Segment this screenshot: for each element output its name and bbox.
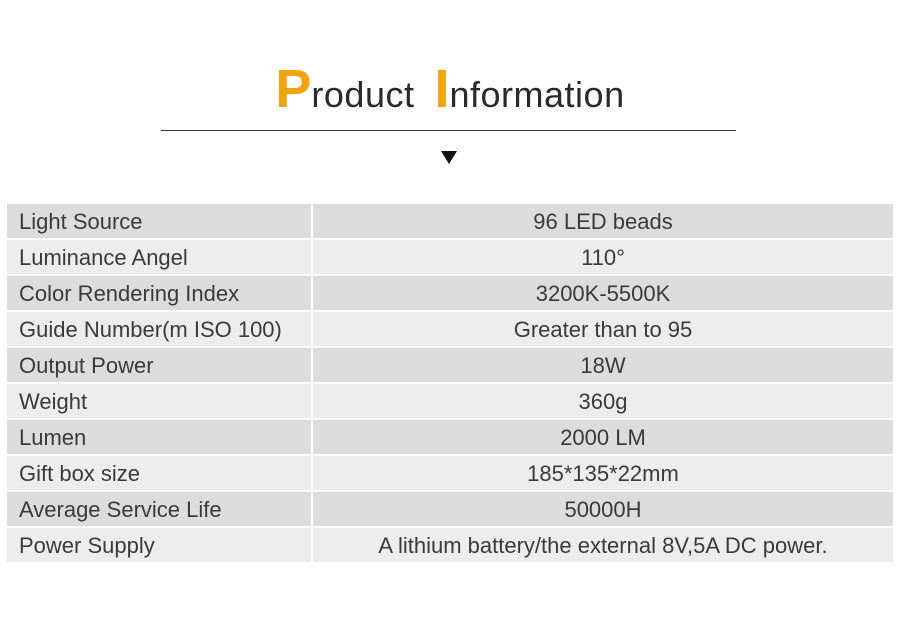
spec-label: Gift box size xyxy=(7,456,313,492)
spec-label: Average Service Life xyxy=(7,492,313,528)
title-initial-i: I xyxy=(434,59,450,119)
table-row: Output Power 18W xyxy=(7,348,893,384)
spec-label: Lumen xyxy=(7,420,313,456)
spec-label: Light Source xyxy=(7,204,313,240)
table-row: Average Service Life 50000H xyxy=(7,492,893,528)
table-row: Light Source 96 LED beads xyxy=(7,204,893,240)
title-divider xyxy=(161,130,736,131)
spec-label: Guide Number(m ISO 100) xyxy=(7,312,313,348)
spec-value: 360g xyxy=(313,384,893,420)
spec-label: Output Power xyxy=(7,348,313,384)
spec-table: Light Source 96 LED beads Luminance Ange… xyxy=(7,204,893,564)
title-word-product: roduct xyxy=(311,74,415,115)
table-row: Guide Number(m ISO 100) Greater than to … xyxy=(7,312,893,348)
table-row: Gift box size 185*135*22mm xyxy=(7,456,893,492)
spec-label: Power Supply xyxy=(7,528,313,564)
title-word-information: nformation xyxy=(449,74,625,115)
page-title: Product Information xyxy=(0,62,900,116)
triangle-down-icon xyxy=(441,151,457,164)
spec-label: Weight xyxy=(7,384,313,420)
table-row: Lumen 2000 LM xyxy=(7,420,893,456)
spec-value: 110° xyxy=(313,240,893,276)
table-row: Power Supply A lithium battery/the exter… xyxy=(7,528,893,564)
spec-value: Greater than to 95 xyxy=(313,312,893,348)
spec-value: 50000H xyxy=(313,492,893,528)
spec-value: 18W xyxy=(313,348,893,384)
spec-value: A lithium battery/the external 8V,5A DC … xyxy=(313,528,893,564)
table-row: Weight 360g xyxy=(7,384,893,420)
spec-value: 185*135*22mm xyxy=(313,456,893,492)
title-initial-p: P xyxy=(275,59,312,119)
table-row: Color Rendering Index 3200K-5500K xyxy=(7,276,893,312)
table-row: Luminance Angel 110° xyxy=(7,240,893,276)
spec-value: 3200K-5500K xyxy=(313,276,893,312)
spec-value: 2000 LM xyxy=(313,420,893,456)
spec-label: Luminance Angel xyxy=(7,240,313,276)
spec-value: 96 LED beads xyxy=(313,204,893,240)
spec-label: Color Rendering Index xyxy=(7,276,313,312)
